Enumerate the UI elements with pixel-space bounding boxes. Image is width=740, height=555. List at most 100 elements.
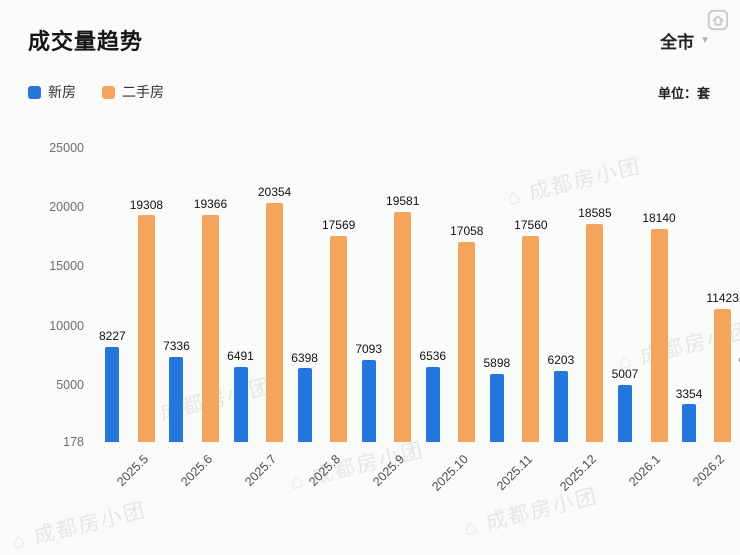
legend-label: 新房 [48,84,76,100]
bar-new-house[interactable] [553,370,568,442]
region-selector[interactable]: 全市 ▼ [660,28,710,53]
bar-group: 7336 19366 2025.6 [163,116,228,489]
bar-group: 6491 20354 2025.7 [227,116,292,489]
bar-group: 8227 19308 2025.5 [99,116,164,489]
bar-column-new-house: 8227 [99,329,126,442]
x-axis-label: 2025.12 [557,452,600,494]
bar-column-new-house: 3354 [675,386,703,442]
value-label-new-house: 6398 [291,350,318,365]
bar-second-hand[interactable] [586,223,604,442]
x-axis-label: 2026.2 [690,452,728,489]
x-axis-label: 2025.10 [429,452,472,494]
bar-column-new-house: 5007 [611,367,639,442]
bar-group: 6165232482026.3 [739,116,740,442]
value-label-second-hand: 18140 [642,211,676,226]
legend-item-second-hand[interactable]: 二手房 [102,82,164,102]
unit-label: 单位：套 [657,85,710,101]
legend-swatch-icon [28,85,41,99]
bar-group: 6536 17058 2025.10 [419,116,484,493]
y-axis-tick-label: 5000 [56,377,84,392]
bar-second-hand[interactable] [330,236,348,442]
bar-column-second-hand: 19366 [193,196,228,442]
bar-second-hand[interactable] [201,214,219,442]
bar-group: 3354 11423 2026.2 [675,116,739,489]
bar-second-hand[interactable] [522,236,540,442]
page-title: 成交量趋势 [28,29,144,54]
value-label-new-house: 6491 [227,349,254,364]
bar-column-second-hand: 17569 [321,218,356,442]
value-label-new-house: 5007 [611,367,639,382]
x-axis-label: 2026.1 [626,452,664,489]
x-axis-label: 2025.7 [242,452,280,489]
bar-column-second-hand: 19308 [129,197,164,442]
bar-new-house[interactable] [617,384,632,442]
legend-swatch-icon [102,85,115,99]
bar-column-second-hand: 17560 [514,218,548,442]
legend-label: 二手房 [122,84,164,100]
legend-item-new-house[interactable]: 新房 [28,82,76,102]
x-axis-label: 2025.9 [370,452,408,489]
bar-column-new-house: 6165 [739,353,740,442]
bar-column-second-hand: 18140 [642,211,676,442]
value-label-new-house: 6536 [419,348,447,363]
x-axis-label: 2025.6 [178,452,216,489]
value-label-second-hand: 17058 [450,224,484,239]
value-label-new-house: 5898 [483,356,511,371]
app-logo-icon [707,9,729,31]
value-label-second-hand: 20354 [257,185,292,200]
x-axis-label: 2025.5 [114,452,151,489]
bar-column-new-house: 7336 [163,340,190,442]
plot-area: 8227 19308 2025.5 7336 19366 2025.6 6491 20354 2… [94,116,740,494]
chart: 178 5000 10000 15000 20000 25000 8227 19308 202… [28,116,740,528]
value-label-new-house: 6165 [739,353,740,368]
bar-new-house[interactable] [361,360,376,442]
bar-new-house[interactable] [297,368,312,442]
bar-new-house[interactable] [233,367,248,442]
bar-new-house[interactable] [105,346,120,442]
value-label-second-hand: 19308 [129,197,164,212]
bar-column-second-hand: 20354 [257,185,292,442]
value-label-second-hand: 17569 [321,218,356,233]
bar-column-new-house: 6203 [548,353,574,442]
header: 成交量趋势 全市 ▼ [28,24,712,56]
bar-column-new-house: 7093 [355,343,382,442]
value-label-second-hand: 11423 [706,291,739,306]
bar-column-new-house: 6491 [227,350,254,442]
legend: 新房 二手房 [28,82,164,102]
bar-second-hand[interactable] [714,308,732,442]
x-axis-label: 2025.8 [306,452,344,489]
value-label-new-house: 7093 [355,342,383,357]
bar-column-second-hand: 19581 [386,195,419,442]
bar-group: 6203 18585 2025.12 [548,116,612,493]
value-label-new-house: 7336 [163,339,190,354]
chevron-down-icon: ▼ [700,34,710,46]
bar-second-hand[interactable] [137,215,155,442]
value-label-second-hand: 17560 [514,218,548,233]
region-selector-value: 全市 [660,32,695,52]
bar-column-second-hand: 18585 [578,206,612,442]
y-axis-tick-label: 178 [63,435,84,449]
bar-new-house[interactable] [169,357,184,442]
value-label-second-hand: 19366 [193,196,228,211]
bar-column-second-hand: 11423 [706,291,739,442]
bar-group: 7093 19581 2025.9 [355,116,419,489]
bar-new-house[interactable] [489,374,504,442]
y-axis-tick-label: 10000 [49,318,84,333]
bar-new-house[interactable] [425,366,440,442]
y-axis-tick-label: 20000 [49,200,84,215]
value-label-new-house: 3354 [675,386,703,401]
bar-second-hand[interactable] [266,203,284,442]
bar-second-hand[interactable] [458,242,476,442]
value-label-second-hand: 19581 [386,194,420,209]
bar-group: 5898 17560 2025.11 [483,116,548,494]
bar-second-hand[interactable] [394,212,412,442]
bar-group: 5007 18140 2026.1 [611,116,676,489]
bar-second-hand[interactable] [650,229,668,442]
subheader: 新房 二手房 单位：套 [28,82,712,102]
bar-column-second-hand: 17058 [450,224,484,442]
y-axis-tick-label: 15000 [49,259,84,274]
bar-new-house[interactable] [682,404,697,442]
bar-column-new-house: 6398 [291,350,318,442]
value-label-second-hand: 18585 [578,206,612,221]
